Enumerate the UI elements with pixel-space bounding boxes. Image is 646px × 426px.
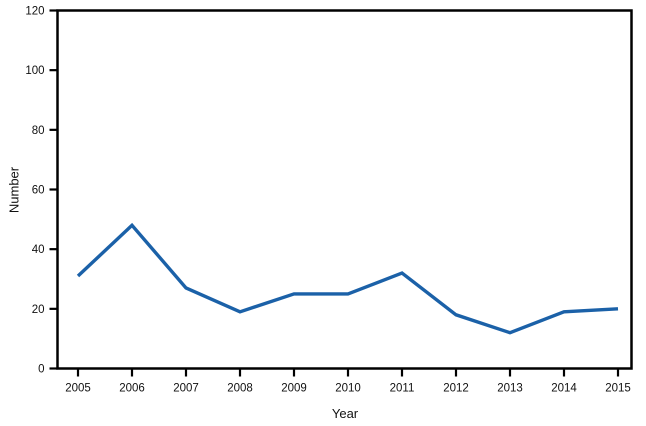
y-tick-label: 60 [32, 185, 45, 197]
plot-frame [56, 9, 633, 370]
y-tick-label: 0 [38, 364, 44, 376]
y-tick-label: 80 [32, 125, 45, 137]
x-tick-label: 2006 [119, 383, 145, 395]
data-line-number [76, 222, 619, 335]
y-tick-label: 40 [32, 244, 45, 256]
x-tick-label: 2014 [551, 383, 577, 395]
y-axis-title: Number [6, 166, 22, 214]
x-tick-label: 2015 [605, 383, 631, 395]
y-tick-label: 100 [25, 65, 44, 77]
x-axis-title: Year [331, 406, 359, 421]
x-tick-label: 2011 [390, 383, 415, 395]
x-tick-label: 2013 [497, 383, 523, 395]
x-tick-label: 2009 [281, 383, 307, 395]
y-tick-label: 120 [25, 6, 44, 18]
x-tick-label: 2012 [443, 383, 469, 395]
x-tick-label: 2008 [227, 383, 253, 395]
x-tick-label: 2005 [65, 383, 91, 395]
x-tick-label: 2007 [173, 383, 199, 395]
y-tick-label: 20 [32, 304, 45, 316]
x-tick-label: 2010 [335, 383, 361, 395]
